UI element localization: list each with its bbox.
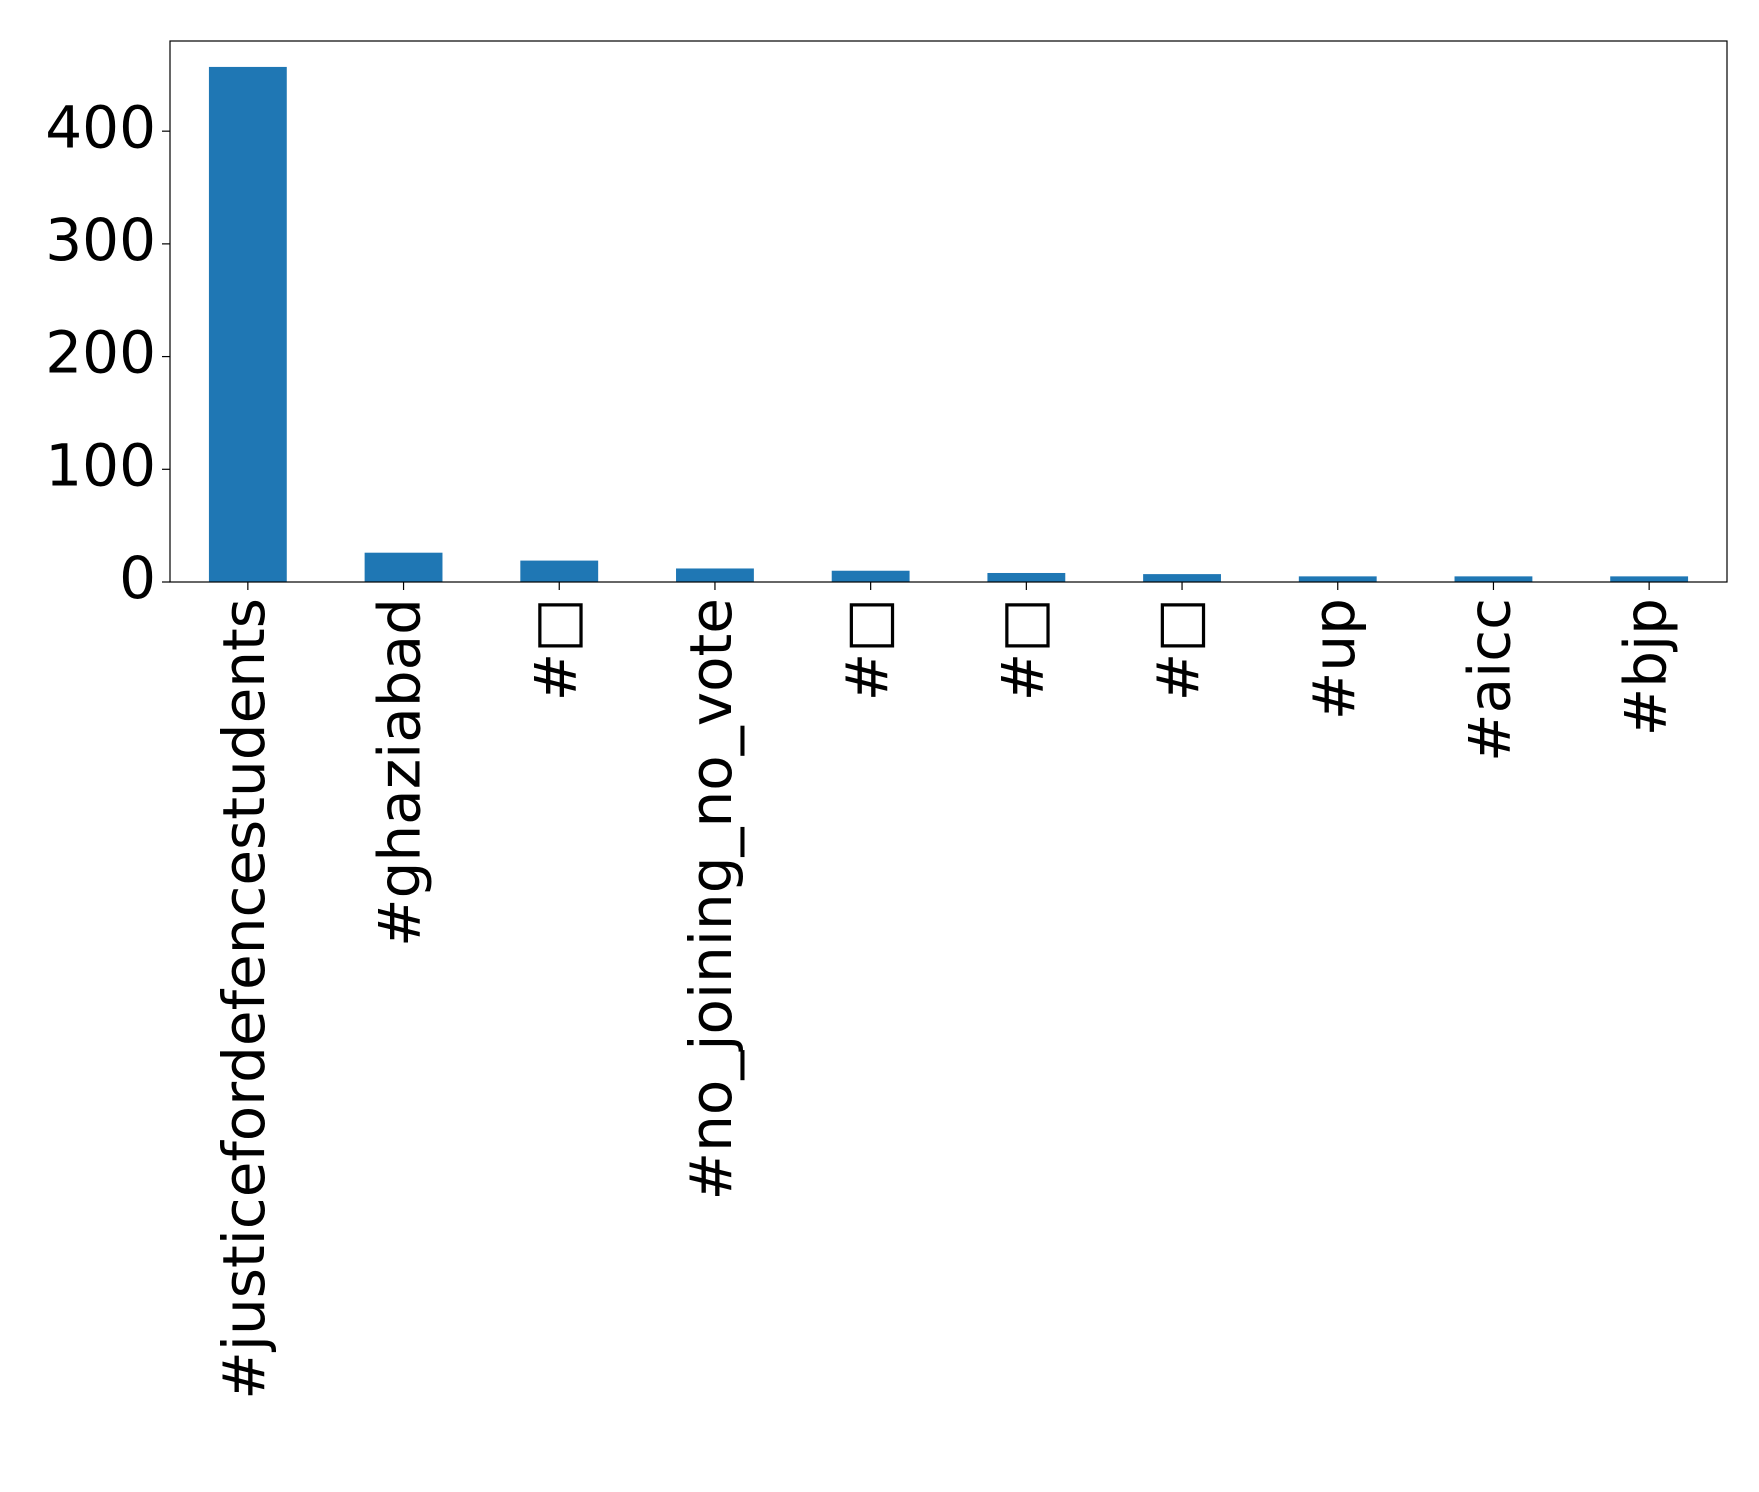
bar <box>1298 576 1377 582</box>
x-tick-label: #□ <box>1144 598 1212 701</box>
bar <box>676 568 754 582</box>
bar <box>208 66 287 583</box>
y-tick-label: 400 <box>45 93 156 161</box>
x-tick-label: #□ <box>521 598 589 701</box>
y-tick-label: 200 <box>45 319 156 387</box>
bar <box>831 570 910 582</box>
bar <box>987 572 1066 582</box>
x-tick-label: #□ <box>988 598 1056 701</box>
x-tick-label: #justicefordefencestudents <box>210 598 278 1400</box>
x-tick-label: #bjp <box>1611 598 1679 736</box>
y-tick-label: 100 <box>45 431 156 499</box>
bar <box>364 552 443 582</box>
x-tick-label: #no_joining_no_vote <box>677 598 745 1201</box>
plot-frame <box>169 40 1728 583</box>
x-tick-label: #aicc <box>1456 598 1524 762</box>
x-tick-label: #ghaziabad <box>366 598 434 947</box>
bar <box>520 560 599 582</box>
bar <box>1143 574 1221 582</box>
y-tick-label: 300 <box>45 206 156 274</box>
bar <box>1610 576 1689 582</box>
x-tick-label: #□ <box>833 598 901 701</box>
x-tick-label: #up <box>1300 598 1368 720</box>
bar <box>1454 576 1533 582</box>
y-tick-label: 0 <box>119 544 156 612</box>
